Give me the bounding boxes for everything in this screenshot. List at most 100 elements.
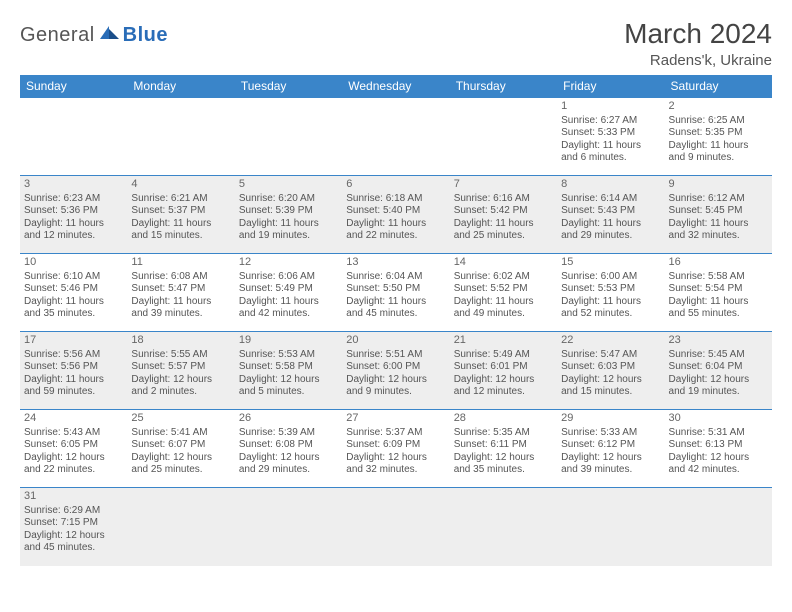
daylight-text: Daylight: 12 hours (24, 530, 123, 543)
daylight-text: and 42 minutes. (669, 464, 768, 477)
day-number: 8 (561, 178, 660, 192)
daylight-text: Daylight: 11 hours (24, 218, 123, 231)
location: Radens'k, Ukraine (624, 52, 772, 69)
sunset-text: Sunset: 5:45 PM (669, 205, 768, 218)
day-header: Tuesday (235, 75, 342, 98)
calendar-row: 17Sunrise: 5:56 AMSunset: 5:56 PM Dayligh… (20, 332, 772, 410)
day-number: 25 (131, 412, 230, 426)
day-number: 16 (669, 256, 768, 270)
daylight-text: and 35 minutes. (454, 464, 553, 477)
daylight-text: Daylight: 12 hours (561, 374, 660, 387)
daylight-text: and 19 minutes. (239, 230, 338, 243)
sunrise-text: Sunrise: 6:10 AM (24, 271, 123, 284)
daylight-text: and 22 minutes. (346, 230, 445, 243)
sunset-text: Sunset: 6:07 PM (131, 439, 230, 452)
sunrise-text: Sunrise: 6:29 AM (24, 505, 123, 518)
header: General Blue March 2024 Radens'k, Ukrain… (20, 18, 772, 69)
sunset-text: Sunset: 5:46 PM (24, 283, 123, 296)
daylight-text: Daylight: 11 hours (239, 296, 338, 309)
day-header: Friday (557, 75, 664, 98)
daylight-text: Daylight: 11 hours (454, 218, 553, 231)
sunset-text: Sunset: 6:04 PM (669, 361, 768, 374)
calendar-row: 24Sunrise: 5:43 AMSunset: 6:05 PM Dayligh… (20, 410, 772, 488)
daylight-text: and 12 minutes. (454, 386, 553, 399)
daylight-text: and 12 minutes. (24, 230, 123, 243)
sunrise-text: Sunrise: 5:58 AM (669, 271, 768, 284)
calendar-cell: 22Sunrise: 5:47 AMSunset: 6:03 PMDayligh… (557, 332, 664, 410)
calendar-cell: 21Sunrise: 5:49 AMSunset: 6:01 PMDayligh… (450, 332, 557, 410)
sunrise-text: Sunrise: 5:33 AM (561, 427, 660, 440)
sunrise-text: Sunrise: 5:56 AM (24, 349, 123, 362)
day-number: 12 (239, 256, 338, 270)
daylight-text: and 25 minutes. (131, 464, 230, 477)
day-number: 14 (454, 256, 553, 270)
daylight-text: and 9 minutes. (346, 386, 445, 399)
daylight-text: and 15 minutes. (561, 386, 660, 399)
daylight-text: Daylight: 11 hours (669, 296, 768, 309)
calendar-cell (342, 488, 449, 566)
day-number: 7 (454, 178, 553, 192)
sunset-text: Sunset: 6:00 PM (346, 361, 445, 374)
day-number: 24 (24, 412, 123, 426)
calendar-cell: 19Sunrise: 5:53 AMSunset: 5:58 PMDayligh… (235, 332, 342, 410)
daylight-text: and 32 minutes. (346, 464, 445, 477)
calendar-row: 3Sunrise: 6:23 AMSunset: 5:36 PMDaylight… (20, 176, 772, 254)
sunset-text: Sunset: 5:56 PM (24, 361, 123, 374)
calendar-cell: 27Sunrise: 5:37 AMSunset: 6:09 PMDayligh… (342, 410, 449, 488)
daylight-text: Daylight: 12 hours (239, 374, 338, 387)
day-header: Sunday (20, 75, 127, 98)
calendar-row: 31Sunrise: 6:29 AMSunset: 7:15 PMDayligh… (20, 488, 772, 566)
day-number: 31 (24, 490, 123, 504)
sunset-text: Sunset: 5:47 PM (131, 283, 230, 296)
daylight-text: and 35 minutes. (24, 308, 123, 321)
daylight-text: Daylight: 12 hours (454, 452, 553, 465)
daylight-text: and 6 minutes. (561, 152, 660, 165)
calendar-row: 1Sunrise: 6:27 AMSunset: 5:33 PMDaylight… (20, 98, 772, 176)
daylight-text: and 32 minutes. (669, 230, 768, 243)
sunrise-text: Sunrise: 5:43 AM (24, 427, 123, 440)
day-number: 17 (24, 334, 123, 348)
sunset-text: Sunset: 6:05 PM (24, 439, 123, 452)
sunset-text: Sunset: 5:36 PM (24, 205, 123, 218)
sunrise-text: Sunrise: 6:00 AM (561, 271, 660, 284)
daylight-text: Daylight: 12 hours (669, 374, 768, 387)
sunset-text: Sunset: 6:09 PM (346, 439, 445, 452)
daylight-text: Daylight: 11 hours (454, 296, 553, 309)
day-number: 27 (346, 412, 445, 426)
daylight-text: and 29 minutes. (561, 230, 660, 243)
day-number: 19 (239, 334, 338, 348)
sunset-text: Sunset: 5:35 PM (669, 127, 768, 140)
calendar-cell: 28Sunrise: 5:35 AMSunset: 6:11 PMDayligh… (450, 410, 557, 488)
daylight-text: Daylight: 11 hours (561, 296, 660, 309)
sunset-text: Sunset: 5:57 PM (131, 361, 230, 374)
daylight-text: Daylight: 12 hours (561, 452, 660, 465)
daylight-text: Daylight: 11 hours (561, 140, 660, 153)
sunrise-text: Sunrise: 6:08 AM (131, 271, 230, 284)
day-number: 21 (454, 334, 553, 348)
daylight-text: Daylight: 11 hours (669, 218, 768, 231)
daylight-text: and 39 minutes. (131, 308, 230, 321)
day-number: 20 (346, 334, 445, 348)
day-number: 1 (561, 100, 660, 114)
sunrise-text: Sunrise: 5:53 AM (239, 349, 338, 362)
sunrise-text: Sunrise: 5:39 AM (239, 427, 338, 440)
sunrise-text: Sunrise: 6:23 AM (24, 193, 123, 206)
daylight-text: and 25 minutes. (454, 230, 553, 243)
logo-text-blue: Blue (123, 24, 168, 47)
daylight-text: and 9 minutes. (669, 152, 768, 165)
daylight-text: Daylight: 11 hours (561, 218, 660, 231)
calendar-table: Sunday Monday Tuesday Wednesday Thursday… (20, 75, 772, 566)
daylight-text: and 52 minutes. (561, 308, 660, 321)
sunset-text: Sunset: 5:40 PM (346, 205, 445, 218)
daylight-text: and 15 minutes. (131, 230, 230, 243)
daylight-text: and 29 minutes. (239, 464, 338, 477)
day-number: 30 (669, 412, 768, 426)
daylight-text: and 59 minutes. (24, 386, 123, 399)
calendar-cell: 30Sunrise: 5:31 AMSunset: 6:13 PMDayligh… (665, 410, 772, 488)
daylight-text: Daylight: 11 hours (346, 218, 445, 231)
daylight-text: Daylight: 11 hours (131, 218, 230, 231)
calendar-cell: 13Sunrise: 6:04 AMSunset: 5:50 PMDayligh… (342, 254, 449, 332)
sunset-text: Sunset: 5:33 PM (561, 127, 660, 140)
calendar-cell (235, 488, 342, 566)
logo-text-general: General (20, 24, 95, 47)
